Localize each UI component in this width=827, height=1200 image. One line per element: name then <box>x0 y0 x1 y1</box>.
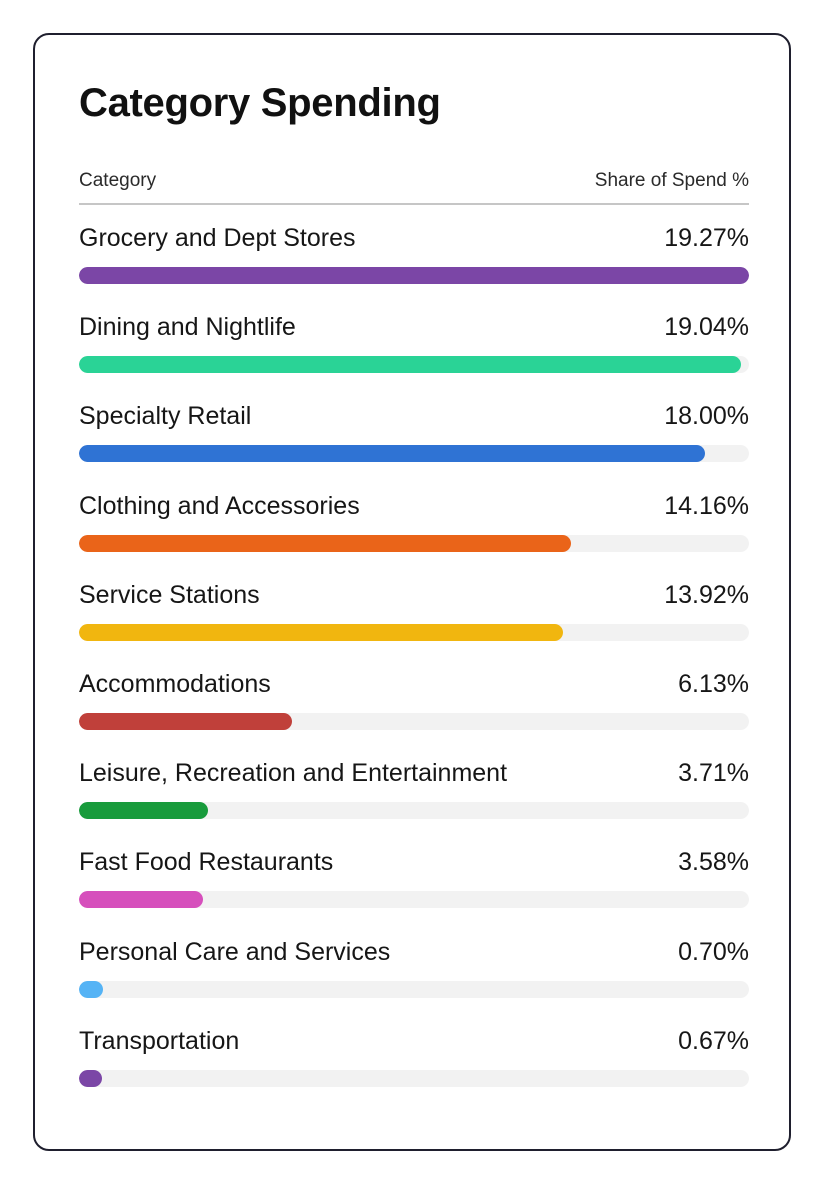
category-label: Specialty Retail <box>79 402 252 431</box>
category-label: Accommodations <box>79 669 271 698</box>
bar-fill <box>79 802 208 820</box>
category-label: Transportation <box>79 1026 240 1055</box>
bar-fill <box>79 980 104 998</box>
bar-track <box>79 534 749 552</box>
bar-track <box>79 445 749 463</box>
bar-track <box>79 712 749 730</box>
table-header: Category Share of Spend % <box>79 169 749 205</box>
category-label: Fast Food Restaurants <box>79 848 334 877</box>
category-spending-card: Category Spending Category Share of Spen… <box>33 33 791 1151</box>
bar-track <box>79 1069 749 1087</box>
category-share-value: 3.58% <box>678 848 749 877</box>
category-share-value: 6.13% <box>678 669 749 698</box>
category-label: Grocery and Dept Stores <box>79 224 356 252</box>
category-row: Grocery and Dept Stores 19.27% <box>79 217 749 306</box>
category-row: Specialty Retail 18.00% <box>79 395 749 484</box>
category-label: Leisure, Recreation and Entertainment <box>79 759 508 788</box>
bar-track <box>79 802 749 820</box>
category-row: Personal Care and Services 0.70% <box>79 931 749 1020</box>
bar-fill <box>79 623 563 641</box>
category-row: Dining and Nightlife 19.04% <box>79 306 749 395</box>
bar-fill <box>79 445 705 463</box>
category-row: Service Stations 13.92% <box>79 574 749 663</box>
bar-fill <box>79 1069 103 1087</box>
bar-track <box>79 891 749 909</box>
category-row: Accommodations 6.13% <box>79 663 749 752</box>
category-label: Clothing and Accessories <box>79 491 360 520</box>
category-rows: Grocery and Dept Stores 19.27% Dining and … <box>79 217 749 1109</box>
bar-track <box>79 267 749 284</box>
category-share-value: 18.00% <box>664 402 749 431</box>
bar-fill <box>79 534 572 552</box>
bar-track <box>79 356 749 374</box>
category-share-value: 0.70% <box>678 937 749 966</box>
bar-fill <box>79 891 204 909</box>
category-row: Leisure, Recreation and Entertainment 3.7… <box>79 752 749 841</box>
card-title: Category Spending <box>79 81 441 125</box>
category-share-value: 3.71% <box>678 759 749 788</box>
header-share-of-spend: Share of Spend % <box>594 170 749 191</box>
bar-fill <box>79 267 749 284</box>
category-share-value: 14.16% <box>664 491 749 520</box>
bar-track <box>79 980 749 998</box>
category-label: Service Stations <box>79 580 260 609</box>
category-row: Clothing and Accessories 14.16% <box>79 485 749 574</box>
category-row: Fast Food Restaurants 3.58% <box>79 841 749 930</box>
category-label: Personal Care and Services <box>79 937 391 966</box>
header-category: Category <box>79 170 157 191</box>
category-label: Dining and Nightlife <box>79 313 296 342</box>
bar-fill <box>79 356 741 374</box>
category-share-value: 19.27% <box>664 224 749 252</box>
category-row: Transportation 0.67% <box>79 1020 749 1109</box>
bar-fill <box>79 712 293 730</box>
category-share-value: 19.04% <box>664 313 749 342</box>
category-share-value: 13.92% <box>664 580 749 609</box>
bar-track <box>79 623 749 641</box>
category-share-value: 0.67% <box>678 1026 749 1055</box>
